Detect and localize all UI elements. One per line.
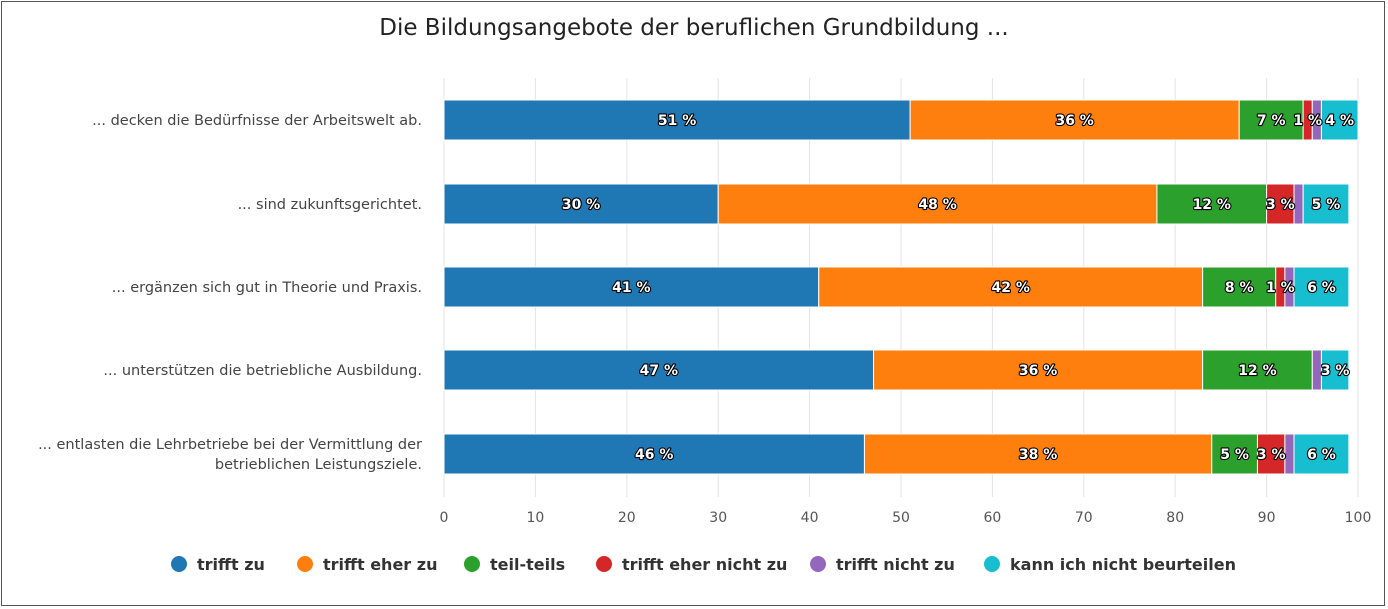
x-tick-label: 60 bbox=[983, 510, 1001, 526]
category-label: ... sind zukunftsgerichtet. bbox=[238, 197, 422, 213]
data-label: 48 % bbox=[918, 197, 956, 213]
data-label: 5 % bbox=[1312, 197, 1341, 213]
x-tick-label: 90 bbox=[1258, 510, 1276, 526]
legend-label: trifft zu bbox=[197, 555, 265, 574]
x-tick-label: 30 bbox=[709, 510, 727, 526]
category-label: betrieblichen Leistungsziele. bbox=[215, 457, 422, 473]
data-label: 6 % bbox=[1307, 280, 1336, 296]
x-tick-label: 70 bbox=[1075, 510, 1093, 526]
x-tick-label: 20 bbox=[618, 510, 636, 526]
data-label: 3 % bbox=[1321, 363, 1350, 379]
bar-segment bbox=[1266, 183, 1295, 225]
bar-segment bbox=[1293, 266, 1350, 308]
x-tick-label: 100 bbox=[1345, 510, 1372, 526]
data-label: 1 % bbox=[1293, 113, 1322, 129]
x-tick-label: 80 bbox=[1166, 510, 1184, 526]
x-axis-ticks: 0 10 20 30 40 50 60 70 80 90 100 bbox=[440, 510, 1372, 526]
legend-item[interactable]: teil-teils bbox=[464, 555, 565, 574]
x-tick-label: 0 bbox=[440, 510, 449, 526]
data-label: 4 % bbox=[1325, 113, 1354, 129]
category-label: ... decken die Bedürfnisse der Arbeitswe… bbox=[92, 113, 422, 129]
legend-item[interactable]: trifft eher zu bbox=[297, 555, 437, 574]
legend-item[interactable]: trifft nicht zu bbox=[810, 555, 955, 574]
legend-item[interactable]: kann ich nicht beurteilen bbox=[984, 555, 1236, 574]
legend: trifft zu trifft eher zu teil-teils trifft … bbox=[171, 555, 1236, 574]
data-label: 3 % bbox=[1266, 197, 1295, 213]
data-label: 36 % bbox=[1019, 363, 1057, 379]
legend-label: teil-teils bbox=[490, 555, 565, 574]
data-label: 6 % bbox=[1307, 447, 1336, 463]
bar-segment bbox=[717, 183, 1158, 225]
data-label: 12 % bbox=[1193, 197, 1231, 213]
legend-marker bbox=[984, 556, 1000, 572]
bar-segment bbox=[1320, 349, 1350, 391]
bar-segment bbox=[1211, 433, 1258, 475]
category-label: ... unterstützen die betriebliche Ausbil… bbox=[103, 363, 422, 379]
data-label: 42 % bbox=[991, 280, 1029, 296]
bar-segment bbox=[443, 99, 911, 141]
data-label: 46 % bbox=[635, 447, 673, 463]
legend-marker bbox=[464, 556, 480, 572]
bar-segment bbox=[1293, 433, 1350, 475]
bar-segment bbox=[443, 349, 875, 391]
data-label: 38 % bbox=[1019, 447, 1057, 463]
bar-segment bbox=[1284, 433, 1295, 475]
data-label: 12 % bbox=[1238, 363, 1276, 379]
bars: 51 % 36 % 7 % 1 % 4 %30 % 48 % 12 % 3 % 5 %41 % 4… bbox=[443, 99, 1359, 475]
data-label: 41 % bbox=[612, 280, 650, 296]
bar-segment bbox=[1320, 99, 1359, 141]
data-label: 47 % bbox=[640, 363, 678, 379]
data-label: 51 % bbox=[658, 113, 696, 129]
data-label: 8 % bbox=[1225, 280, 1254, 296]
x-tick-label: 40 bbox=[801, 510, 819, 526]
bar-segment bbox=[443, 433, 865, 475]
category-labels: ... decken die Bedürfnisse der Arbeitswe… bbox=[38, 113, 422, 473]
bar-segment bbox=[863, 433, 1213, 475]
category-label: ... entlasten die Lehrbetriebe bei der V… bbox=[38, 437, 422, 453]
data-label: 36 % bbox=[1055, 113, 1093, 129]
legend-label: kann ich nicht beurteilen bbox=[1010, 555, 1236, 574]
data-label: 7 % bbox=[1257, 113, 1286, 129]
legend-label: trifft eher nicht zu bbox=[622, 555, 787, 574]
data-label: 30 % bbox=[562, 197, 600, 213]
bar-segment bbox=[1302, 183, 1350, 225]
legend-item[interactable]: trifft eher nicht zu bbox=[596, 555, 787, 574]
chart-title: Die Bildungsangebote der beruflichen Gru… bbox=[379, 15, 1008, 41]
x-tick-label: 50 bbox=[892, 510, 910, 526]
legend-label: trifft eher zu bbox=[323, 555, 437, 574]
legend-marker bbox=[810, 556, 826, 572]
category-label: ... ergänzen sich gut in Theorie und Pra… bbox=[112, 280, 422, 296]
legend-marker bbox=[171, 556, 187, 572]
bar-segment bbox=[1238, 99, 1304, 141]
bar-segment bbox=[1202, 266, 1277, 308]
legend-marker bbox=[596, 556, 612, 572]
data-label: 1 % bbox=[1266, 280, 1295, 296]
bar-segment bbox=[1293, 183, 1304, 225]
bar-segment bbox=[1256, 433, 1286, 475]
data-label: 5 % bbox=[1220, 447, 1249, 463]
legend-label: trifft nicht zu bbox=[836, 555, 955, 574]
legend-marker bbox=[297, 556, 313, 572]
legend-item[interactable]: trifft zu bbox=[171, 555, 265, 574]
data-label: 3 % bbox=[1257, 447, 1286, 463]
bar-segment bbox=[443, 266, 820, 308]
x-tick-label: 10 bbox=[526, 510, 544, 526]
